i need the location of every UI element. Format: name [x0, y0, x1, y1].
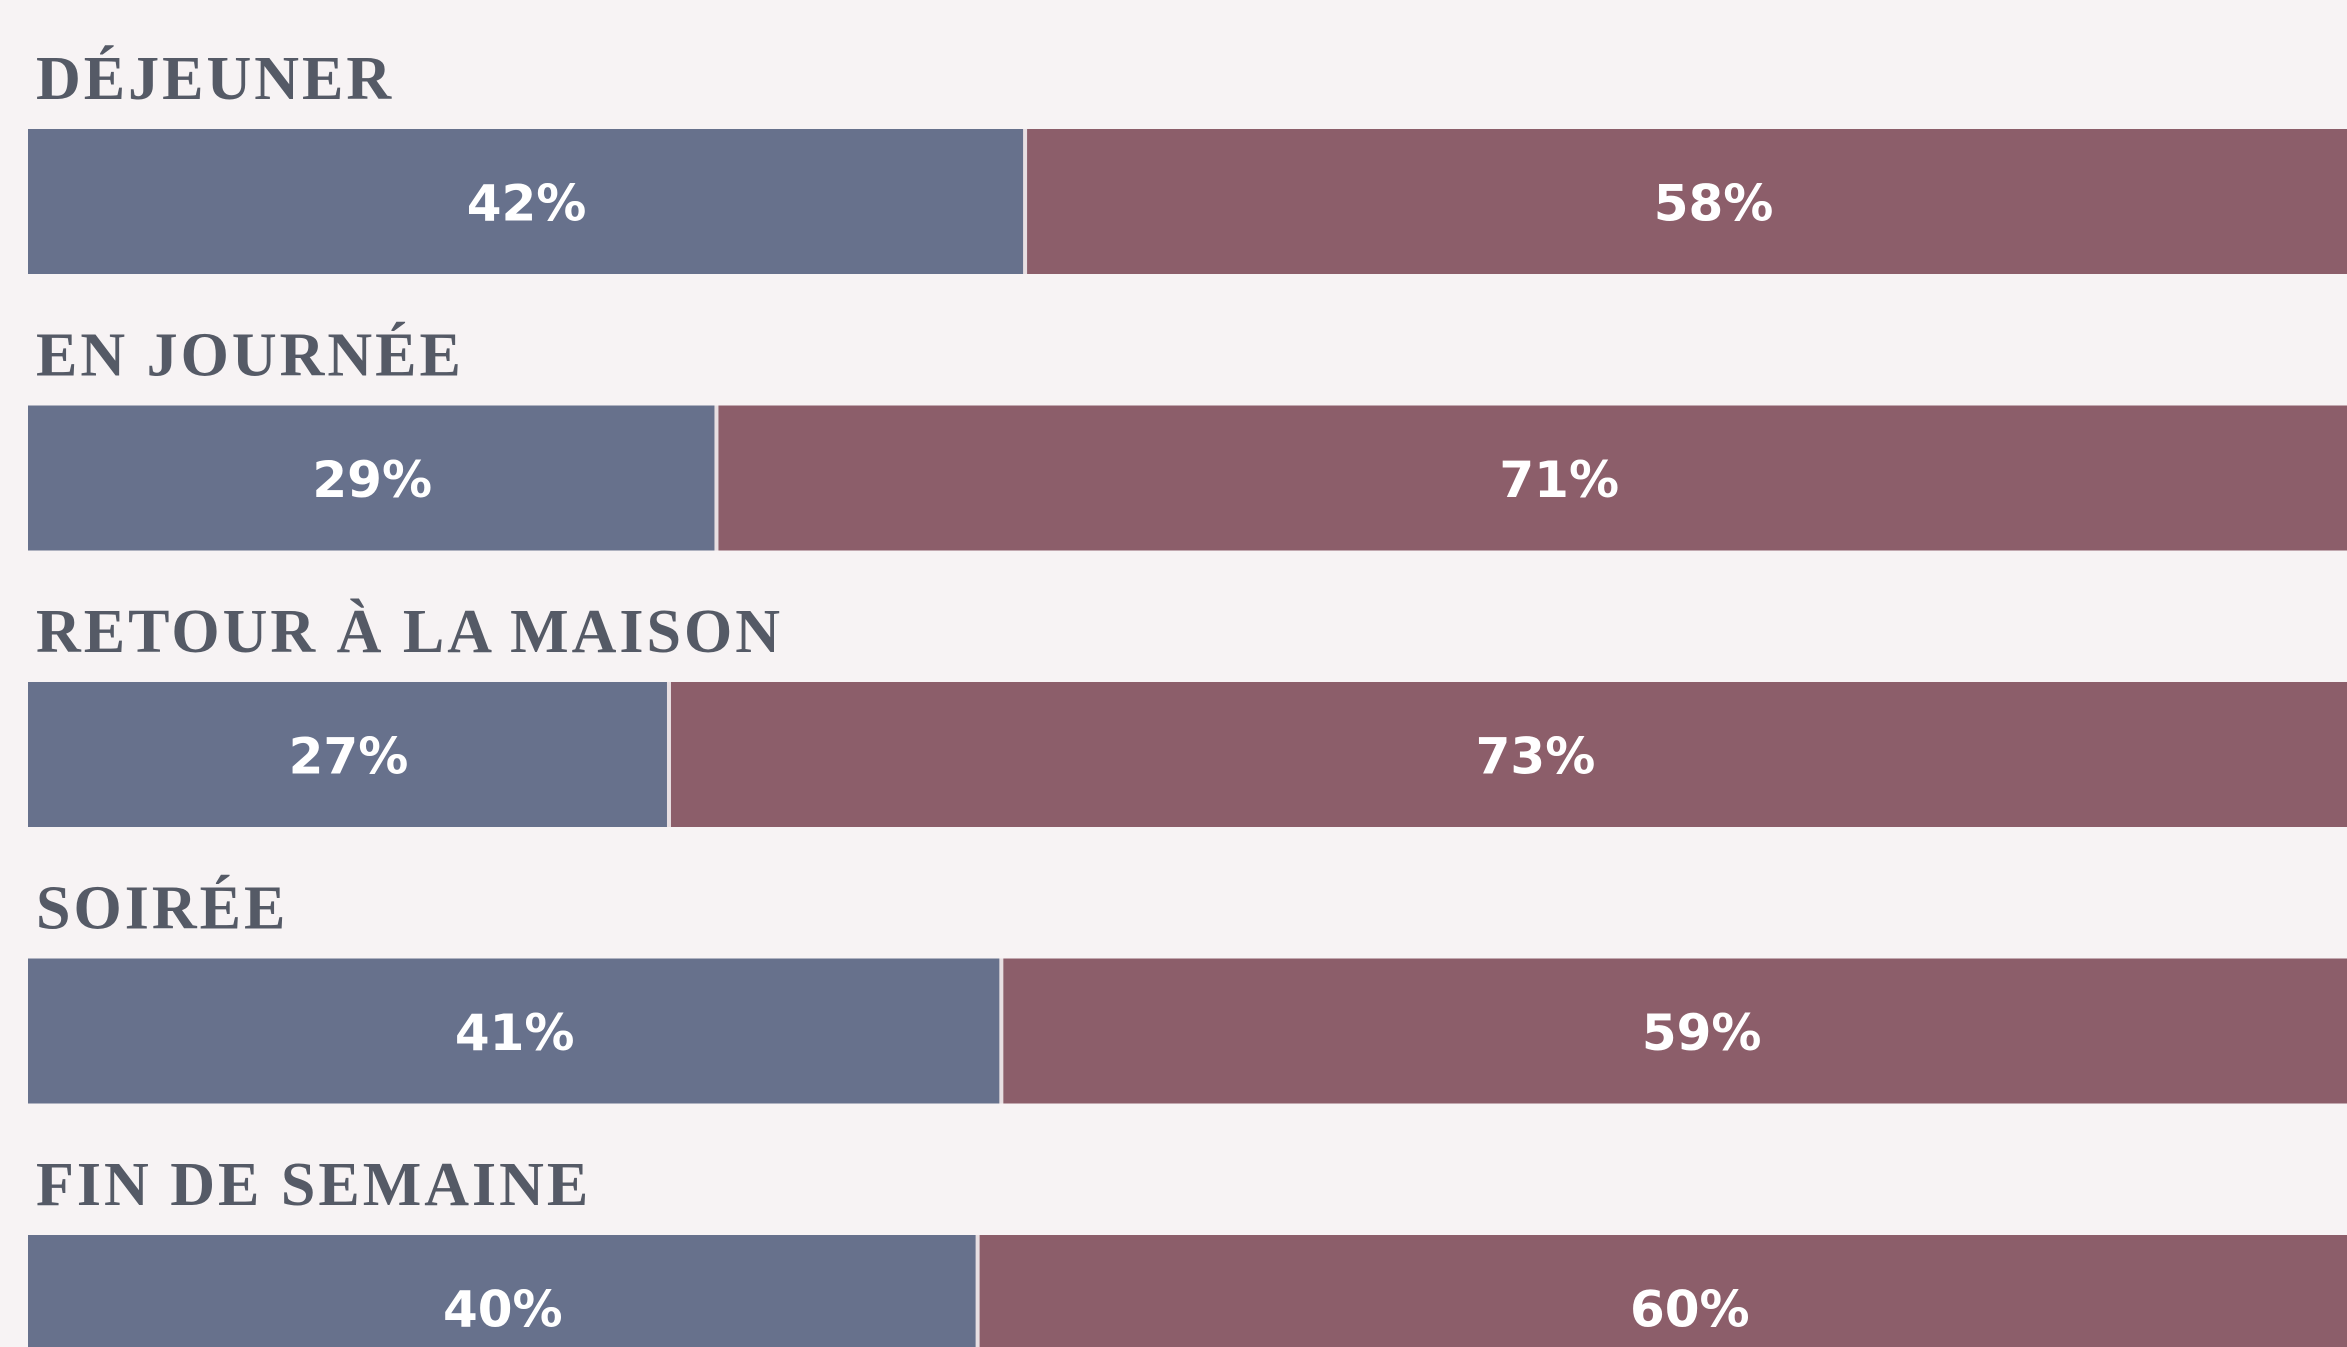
category-label: RETOUR À LA MAISON [36, 598, 783, 666]
value-label: 60% [1630, 1281, 1750, 1339]
bar-segment [28, 958, 1002, 1104]
bar-segment [28, 405, 717, 551]
bar-segment [716, 405, 2347, 551]
category-label: SOIRÉE [36, 875, 288, 943]
category-label: DÉJEUNER [36, 45, 394, 113]
value-label: 71% [1499, 451, 1619, 509]
value-label: 42% [467, 175, 587, 233]
bar-segment [1001, 958, 2347, 1104]
bar-segment [28, 1235, 978, 1347]
bar-segment [28, 129, 1026, 274]
bar-segment [1025, 129, 2347, 274]
value-label: 29% [312, 451, 432, 509]
value-label: 58% [1654, 175, 1774, 233]
bar-segment [28, 682, 669, 827]
value-label: 27% [289, 728, 409, 786]
category-label: EN JOURNÉE [36, 322, 464, 390]
value-label: 40% [443, 1281, 563, 1339]
bar-segment [668, 682, 2347, 827]
value-label: 41% [455, 1004, 575, 1062]
category-label: FIN DE SEMAINE [36, 1151, 591, 1219]
value-label: 59% [1642, 1004, 1762, 1062]
value-label: 73% [1476, 728, 1596, 786]
bar-segment [977, 1235, 2347, 1347]
